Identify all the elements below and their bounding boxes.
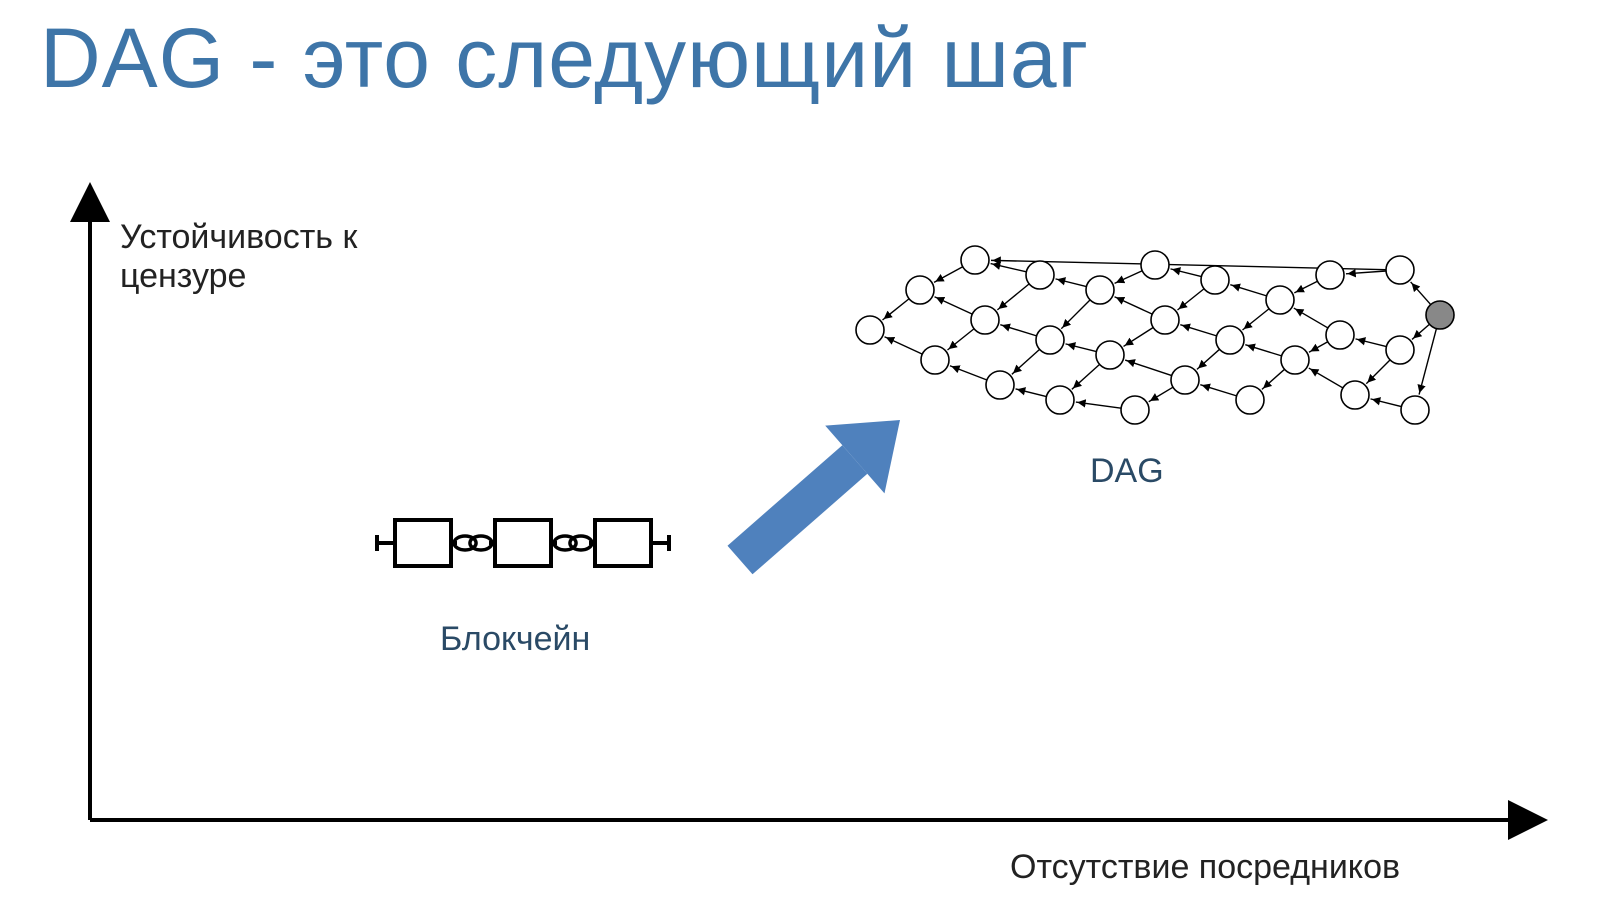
- y-axis-label-line1: Устойчивость к: [120, 218, 357, 256]
- dag-label: DAG: [1090, 452, 1164, 491]
- blockchain-icon: [377, 520, 669, 566]
- transition-arrow-icon: [710, 386, 929, 594]
- diagram-canvas: [0, 0, 1600, 924]
- x-axis-label: Отсутствие посредников: [1010, 848, 1400, 887]
- y-axis-label-line2: цензуре: [120, 257, 246, 295]
- blockchain-label: Блокчейн: [440, 620, 590, 659]
- y-axis-label: Устойчивость к цензуре: [120, 218, 357, 296]
- dag-graph-icon: [856, 246, 1454, 424]
